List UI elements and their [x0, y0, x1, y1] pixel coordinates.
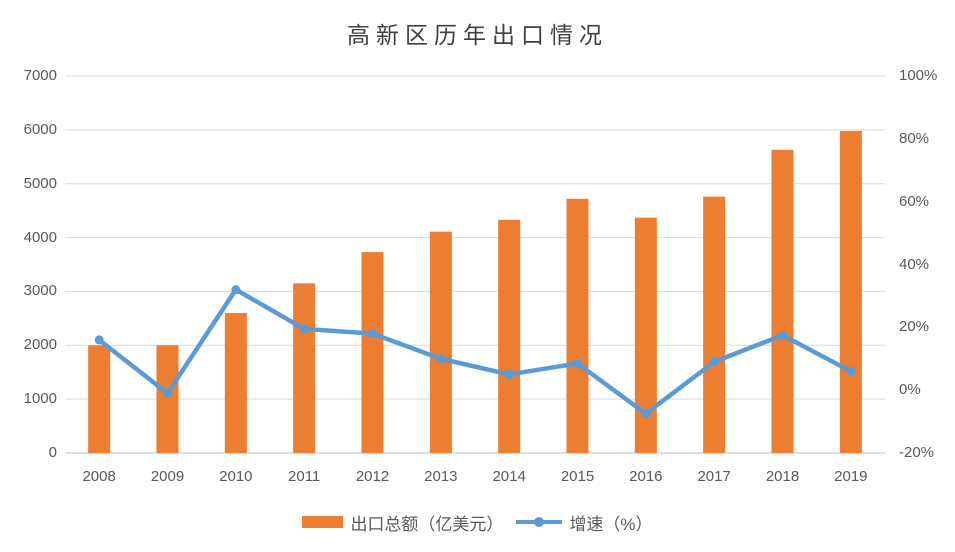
- line-marker-2017: [709, 357, 719, 367]
- x-tick-2012: 2012: [355, 468, 390, 485]
- bar-2013: [429, 231, 452, 453]
- bar-2011: [293, 283, 316, 453]
- y-left-tick-7000: 7000: [23, 67, 57, 84]
- y-left-tick-4000: 4000: [23, 228, 57, 246]
- line-marker-2012: [368, 329, 377, 339]
- y-right-tick-60%: 60%: [899, 192, 930, 210]
- line-marker-2018: [778, 330, 787, 340]
- line-marker-2009: [163, 388, 172, 398]
- line-marker-2015: [573, 358, 582, 368]
- legend-label-exports: 出口总额（亿美元）: [350, 514, 504, 534]
- legend-item-exports: 出口总额（亿美元）: [302, 510, 503, 535]
- line-marker-2013: [436, 354, 446, 364]
- legend-item-growth: 增速（%）: [516, 510, 653, 535]
- y-right-tick-20%: 20%: [899, 318, 930, 336]
- legend: 出口总额（亿美元） 增速（%）: [0, 510, 955, 534]
- line-series-swatch-icon: [516, 517, 563, 527]
- x-tick-2014: 2014: [492, 468, 526, 485]
- bar-2019: [839, 130, 862, 454]
- line-marker-2010: [231, 285, 241, 295]
- line-marker-2014: [504, 369, 514, 379]
- x-tick-2016: 2016: [629, 468, 663, 485]
- y-right-tick-0%: 0%: [899, 381, 921, 399]
- line-marker-2016: [641, 409, 651, 419]
- bar-2009: [156, 345, 179, 453]
- bar-2015: [566, 198, 589, 453]
- y-left-tick-1000: 1000: [23, 390, 57, 408]
- legend-label-growth: 增速（%）: [569, 514, 653, 534]
- y-left-tick-5000: 5000: [23, 174, 57, 192]
- line-marker-2019: [846, 366, 856, 376]
- bar-2012: [361, 252, 384, 453]
- x-tick-2008: 2008: [82, 468, 116, 485]
- growth-line: [96, 287, 854, 416]
- line-marker-2011: [299, 324, 309, 334]
- x-tick-2013: 2013: [424, 468, 458, 485]
- y-left-tick-6000: 6000: [23, 120, 57, 138]
- x-tick-2009: 2009: [150, 468, 185, 485]
- y-left-tick-0: 0: [48, 444, 57, 461]
- bar-2018: [771, 149, 794, 453]
- y-right-tick-80%: 80%: [899, 129, 930, 147]
- x-tick-2011: 2011: [288, 468, 321, 485]
- bar-2010: [224, 312, 247, 453]
- line-swatch-marker-icon: [534, 517, 545, 527]
- x-tick-2015: 2015: [560, 468, 595, 485]
- bar-2016: [634, 217, 657, 453]
- y-right-tick-40%: 40%: [899, 255, 930, 273]
- line-marker-2008: [94, 335, 104, 345]
- x-tick-2019: 2019: [834, 468, 868, 485]
- bar-2017: [703, 196, 726, 453]
- chart-title: 高新区历年出口情况: [347, 23, 608, 49]
- x-tick-2018: 2018: [765, 468, 800, 485]
- x-tick-2010: 2010: [219, 468, 253, 485]
- y-right-tick-100%: 100%: [899, 67, 938, 84]
- y-left-tick-2000: 2000: [23, 336, 57, 354]
- y-right-tick--20%: -20%: [899, 444, 935, 461]
- bar-2008: [88, 345, 111, 453]
- y-left-tick-3000: 3000: [23, 282, 57, 300]
- bar-2014: [498, 219, 521, 453]
- x-tick-2017: 2017: [697, 468, 731, 485]
- bar-series-swatch-icon: [302, 516, 344, 528]
